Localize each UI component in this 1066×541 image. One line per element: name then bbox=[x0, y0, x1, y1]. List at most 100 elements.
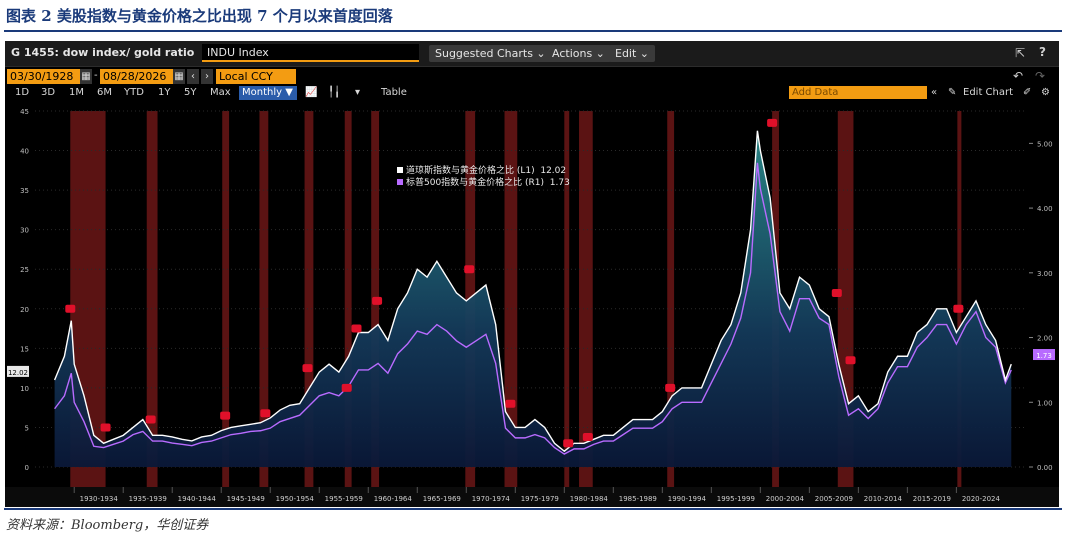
title-bar: G 1455: dow index/ gold ratio INDU Index… bbox=[5, 41, 1059, 67]
date-bar: 03/30/1928 ▦ - 08/28/2026 ▦ ‹ › Local CC… bbox=[5, 67, 1059, 85]
range-max[interactable]: Max bbox=[210, 87, 231, 98]
left-axis-tick-label: 15 bbox=[20, 345, 29, 353]
actions-button[interactable]: Actions ⌄ bbox=[546, 45, 611, 62]
range-1m[interactable]: 1M bbox=[69, 87, 84, 98]
x-axis-tick-label: 1980-1984 bbox=[570, 495, 609, 503]
candlestick-icon[interactable]: ╿╽ bbox=[328, 87, 341, 98]
event-marker bbox=[65, 304, 76, 313]
right-axis-tick-label: 1.00 bbox=[1037, 399, 1053, 407]
export-icon[interactable]: ⇱ bbox=[1015, 46, 1026, 60]
pencil-icon[interactable]: ✎ bbox=[948, 87, 957, 98]
bloomberg-chart-window: G 1455: dow index/ gold ratio INDU Index… bbox=[5, 41, 1059, 507]
left-axis-tick-label: 35 bbox=[20, 187, 29, 195]
right-axis-tick-label: 5.00 bbox=[1037, 140, 1053, 148]
x-axis-tick-label: 2020-2024 bbox=[962, 495, 1001, 503]
undo-icon[interactable]: ↶ bbox=[1013, 69, 1024, 83]
range-1d[interactable]: 1D bbox=[15, 87, 30, 98]
range-1y[interactable]: 1Y bbox=[158, 87, 171, 98]
x-axis-tick-label: 1975-1979 bbox=[521, 495, 559, 503]
annotate-icon[interactable]: ✐ bbox=[1023, 87, 1032, 98]
right-last-value-tag bbox=[1033, 349, 1055, 361]
recession-band bbox=[579, 111, 593, 487]
redo-icon[interactable]: ↷ bbox=[1035, 69, 1046, 83]
right-axis-tick-label: 3.00 bbox=[1037, 270, 1053, 278]
event-marker bbox=[372, 296, 383, 305]
edit-chart-button[interactable]: Edit Chart bbox=[963, 87, 1014, 98]
dow-gold-line bbox=[53, 130, 1012, 453]
ticker-input[interactable]: INDU Index bbox=[202, 44, 419, 62]
event-marker bbox=[831, 288, 842, 297]
recession-band bbox=[504, 111, 518, 487]
event-marker bbox=[341, 383, 352, 392]
settings-gear-icon[interactable]: ⚙ bbox=[1041, 87, 1050, 98]
recession-band bbox=[667, 111, 675, 487]
event-marker bbox=[100, 423, 111, 432]
chevron-left-icon[interactable]: ‹ bbox=[187, 69, 199, 84]
edit-button[interactable]: Edit ⌄ bbox=[609, 45, 656, 62]
x-axis-tick-label: 1970-1974 bbox=[472, 495, 511, 503]
event-marker bbox=[464, 265, 475, 274]
x-axis-tick-label: 1990-1994 bbox=[668, 495, 707, 503]
line-chart-icon[interactable]: 📈 bbox=[305, 87, 318, 98]
x-axis-tick-label: 2010-2014 bbox=[864, 495, 903, 503]
add-data-input[interactable]: Add Data bbox=[789, 86, 927, 99]
right-axis-tick-label: 2.00 bbox=[1037, 335, 1053, 343]
x-axis-tick-label: 2005-2009 bbox=[815, 495, 853, 503]
x-axis-tick-label: 1955-1959 bbox=[325, 495, 363, 503]
caption-rule bbox=[4, 30, 1062, 32]
dow-gold-area bbox=[54, 130, 1012, 467]
range-3d[interactable]: 3D bbox=[41, 87, 56, 98]
left-axis-tick-label: 25 bbox=[20, 266, 29, 274]
recession-band bbox=[344, 111, 352, 487]
chart-canvas: 0 5 10 15 20 25 30 35 40 45 0.00 1.00 2.00 3.00 4.00 5.… bbox=[5, 108, 1059, 507]
event-marker bbox=[505, 399, 516, 408]
help-icon[interactable]: ? bbox=[1039, 45, 1046, 59]
date-separator: - bbox=[94, 70, 98, 81]
range-5y[interactable]: 5Y bbox=[184, 87, 197, 98]
right-last-value-label: 1.73 bbox=[1036, 352, 1052, 360]
chart-legend: 道琼斯指数与黄金价格之比 (L1) 12.02 标普500指数与黄金价格之比 (… bbox=[397, 165, 570, 189]
x-axis-tick-label: 2000-2004 bbox=[766, 495, 805, 503]
period-select[interactable]: Monthly ▼ bbox=[239, 86, 297, 100]
collapse-icon[interactable]: « bbox=[931, 87, 938, 98]
currency-select[interactable]: Local CCY bbox=[216, 69, 296, 84]
left-axis-tick-label: 0 bbox=[25, 464, 29, 472]
event-marker bbox=[351, 324, 362, 333]
right-axis-tick-label: 4.00 bbox=[1037, 205, 1053, 213]
calendar-icon[interactable]: ▦ bbox=[80, 69, 92, 84]
footer-rule bbox=[4, 508, 1062, 510]
left-axis-tick-label: 30 bbox=[20, 227, 29, 235]
recession-band bbox=[304, 111, 314, 487]
left-last-value-label: 12.02 bbox=[8, 369, 28, 377]
event-marker bbox=[845, 356, 856, 365]
figure-caption: 图表 2 美股指数与黄金价格之比出现 7 个月以来首度回落 bbox=[6, 7, 393, 25]
x-axis-tick-label: 1935-1939 bbox=[129, 495, 167, 503]
table-button[interactable]: Table bbox=[381, 87, 407, 98]
x-axis-tick-label: 2015-2019 bbox=[913, 495, 951, 503]
recession-band bbox=[957, 111, 962, 487]
left-last-value-tag bbox=[7, 365, 29, 377]
chart-title: G 1455: dow index/ gold ratio bbox=[11, 46, 195, 59]
range-6m[interactable]: 6M bbox=[97, 87, 112, 98]
x-axis-tick-label: 1930-1934 bbox=[80, 495, 119, 503]
x-axis-tick-label: 1965-1969 bbox=[423, 495, 461, 503]
left-axis-tick-label: 10 bbox=[20, 385, 29, 393]
range-ytd[interactable]: YTD bbox=[124, 87, 144, 98]
end-date-input[interactable]: 08/28/2026 bbox=[100, 69, 173, 84]
event-marker bbox=[260, 409, 271, 418]
event-marker bbox=[145, 415, 156, 424]
right-axis-tick-label: 0.00 bbox=[1037, 464, 1053, 472]
suggested-charts-button[interactable]: Suggested Charts ⌄ bbox=[429, 45, 552, 62]
left-axis-tick-label: 20 bbox=[20, 306, 29, 314]
sp500-gold-line bbox=[54, 162, 1012, 455]
dropdown-icon[interactable]: ▾ bbox=[355, 87, 361, 98]
event-marker bbox=[665, 383, 676, 392]
chevron-right-icon[interactable]: › bbox=[201, 69, 213, 84]
x-axis-tick-label: 1960-1964 bbox=[374, 495, 413, 503]
event-marker bbox=[563, 439, 574, 448]
left-axis-tick-label: 5 bbox=[25, 424, 29, 432]
recession-band bbox=[146, 111, 158, 487]
start-date-input[interactable]: 03/30/1928 bbox=[7, 69, 80, 84]
legend-item-sp500: 标普500指数与黄金价格之比 (R1) 1.73 bbox=[397, 177, 570, 189]
calendar-icon[interactable]: ▦ bbox=[173, 69, 185, 84]
